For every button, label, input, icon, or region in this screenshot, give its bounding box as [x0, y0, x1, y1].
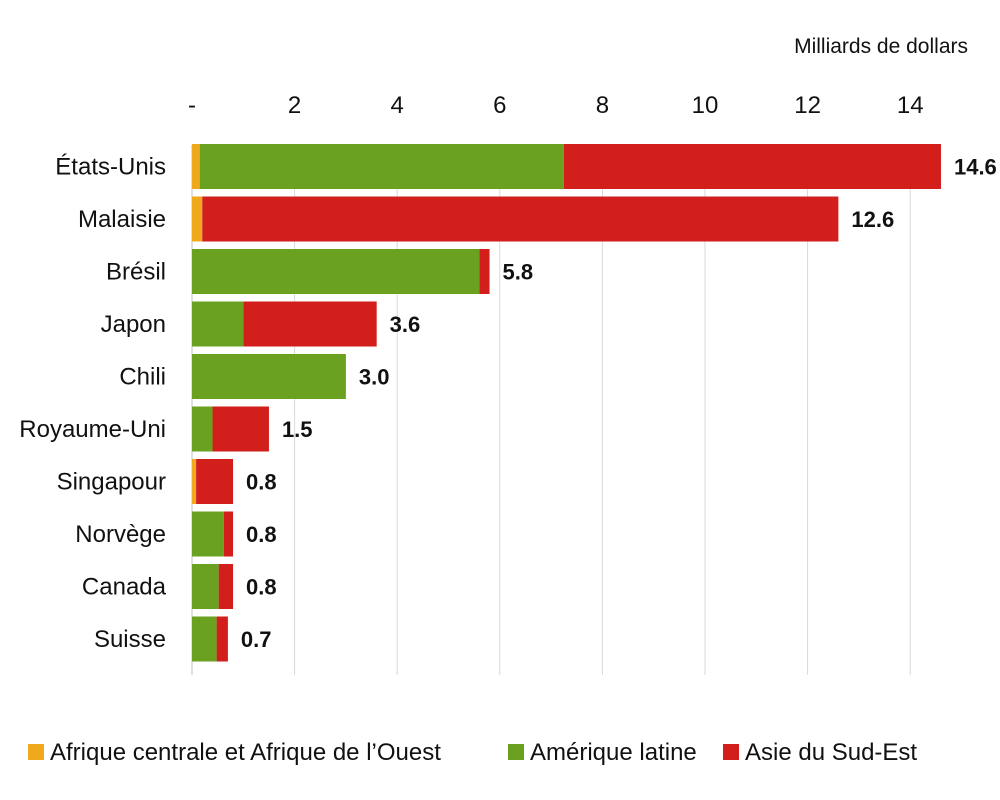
unit-label: Milliards de dollars	[794, 35, 968, 58]
category-label: Suisse	[94, 626, 166, 653]
value-label: 5.8	[503, 260, 534, 285]
x-tick-label: -	[188, 92, 196, 119]
category-label: Brésil	[106, 259, 166, 286]
x-tick-label: 8	[596, 92, 609, 119]
category-label: Malaisie	[78, 206, 166, 233]
bar-segment	[192, 249, 480, 294]
bar-segment	[202, 196, 839, 242]
legend-swatch	[723, 744, 739, 760]
bar-segment	[192, 144, 200, 189]
value-label: 0.7	[241, 627, 272, 652]
value-label: 3.0	[359, 365, 390, 390]
value-labels: 14.6 12.6 5.8 3.6 3.0 1.5 0.8 0.8 0.8 0.7	[241, 155, 997, 653]
value-label: 3.6	[390, 312, 421, 337]
value-label: 0.8	[246, 522, 277, 547]
bar-segment	[212, 406, 269, 452]
x-tick-label: 12	[794, 92, 821, 119]
x-tick-label: 2	[288, 92, 301, 119]
category-label: Japon	[101, 311, 166, 338]
bar-segment	[192, 301, 244, 347]
bar-segment	[192, 564, 219, 609]
x-tick-label: 4	[391, 92, 404, 119]
bar-segment	[196, 459, 234, 504]
value-label: 0.8	[246, 575, 277, 600]
bar-segment	[192, 616, 217, 662]
bar-segment	[192, 354, 346, 399]
category-label: États-Unis	[55, 154, 166, 181]
bar-segment	[223, 511, 234, 557]
bar-segment	[216, 616, 228, 662]
legend-swatch	[508, 744, 524, 760]
value-label: 12.6	[851, 207, 894, 232]
legend-label: Amérique latine	[530, 739, 697, 766]
bars	[192, 144, 941, 662]
value-label: 14.6	[954, 155, 997, 180]
bar-segment	[192, 459, 197, 504]
bar-segment	[192, 406, 213, 452]
x-tick-label: 6	[493, 92, 506, 119]
category-labels: États-Unis Malaisie Brésil Japon Chili Royaum…	[19, 154, 166, 654]
x-tick-label: 10	[692, 92, 719, 119]
legend-label: Asie du Sud-Est	[745, 739, 917, 766]
value-label: 1.5	[282, 417, 313, 442]
bar-segment	[243, 301, 377, 347]
x-tick-label: 14	[897, 92, 924, 119]
bar-segment	[563, 144, 941, 189]
bar-segment	[218, 564, 234, 609]
legend-label: Afrique centrale et Afrique de l’Ouest	[50, 739, 441, 766]
x-axis-ticks: - 2 4 6 8 10 12 14	[188, 92, 924, 119]
legend: Afrique centrale et Afrique de l’Ouest Am…	[28, 739, 917, 766]
legend-swatch	[28, 744, 44, 760]
value-label: 0.8	[246, 470, 277, 495]
category-label: Singapour	[57, 469, 166, 496]
bar-segment	[192, 511, 224, 557]
bar-segment	[192, 196, 203, 242]
category-label: Canada	[82, 574, 167, 601]
category-label: Chili	[119, 364, 166, 391]
category-label: Royaume-Uni	[19, 416, 166, 443]
bar-segment	[199, 144, 564, 189]
bar-segment	[479, 249, 490, 294]
category-label: Norvège	[75, 521, 166, 548]
